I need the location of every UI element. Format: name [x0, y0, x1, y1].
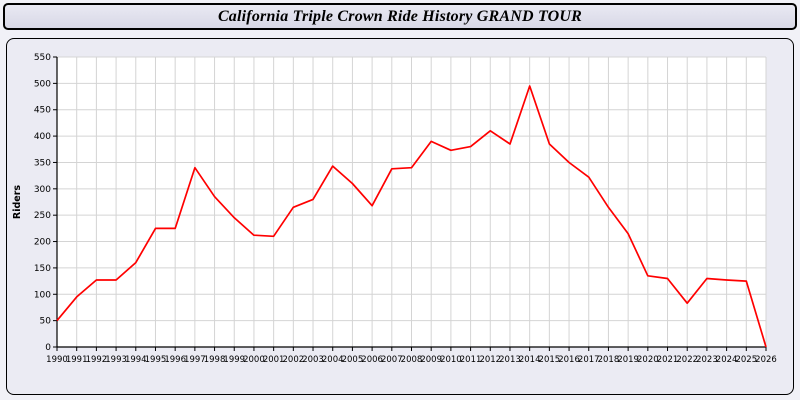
svg-text:2006: 2006	[361, 355, 383, 365]
svg-text:2005: 2005	[342, 355, 364, 365]
svg-text:2020: 2020	[637, 355, 659, 365]
svg-text:1991: 1991	[66, 355, 88, 365]
svg-text:0: 0	[45, 343, 51, 353]
svg-text:1996: 1996	[164, 355, 186, 365]
svg-text:1998: 1998	[204, 355, 226, 365]
svg-text:2001: 2001	[263, 355, 285, 365]
riders-line-chart: 0501001502002503003504004505005501990199…	[12, 53, 777, 365]
svg-text:400: 400	[34, 132, 51, 142]
svg-text:2026: 2026	[755, 355, 777, 365]
svg-text:2022: 2022	[676, 355, 698, 365]
svg-text:2002: 2002	[283, 355, 305, 365]
svg-text:2010: 2010	[440, 355, 462, 365]
svg-text:1994: 1994	[125, 355, 147, 365]
svg-text:100: 100	[34, 290, 51, 300]
svg-text:1992: 1992	[86, 355, 108, 365]
svg-text:2004: 2004	[322, 355, 344, 365]
svg-text:2013: 2013	[499, 355, 521, 365]
svg-text:1999: 1999	[223, 355, 245, 365]
svg-text:2000: 2000	[243, 355, 265, 365]
svg-text:200: 200	[34, 238, 51, 248]
svg-text:2009: 2009	[420, 355, 442, 365]
svg-text:1990: 1990	[46, 355, 68, 365]
svg-text:Riders: Riders	[12, 185, 23, 220]
svg-text:1997: 1997	[184, 355, 206, 365]
svg-text:1995: 1995	[145, 355, 167, 365]
svg-text:150: 150	[34, 264, 51, 274]
svg-text:250: 250	[34, 211, 51, 221]
svg-text:1993: 1993	[105, 355, 127, 365]
svg-text:500: 500	[34, 79, 51, 89]
svg-text:2015: 2015	[539, 355, 561, 365]
svg-text:2007: 2007	[381, 355, 403, 365]
svg-text:2014: 2014	[519, 355, 541, 365]
svg-text:550: 550	[34, 53, 51, 63]
svg-text:2023: 2023	[696, 355, 718, 365]
svg-text:2019: 2019	[617, 355, 639, 365]
svg-text:2018: 2018	[598, 355, 620, 365]
svg-text:2008: 2008	[401, 355, 423, 365]
svg-text:450: 450	[34, 106, 51, 116]
svg-text:50: 50	[40, 317, 52, 327]
chart-title-bar: California Triple Crown Ride History GRA…	[3, 3, 797, 30]
svg-text:2021: 2021	[657, 355, 679, 365]
svg-text:2012: 2012	[479, 355, 501, 365]
svg-text:2025: 2025	[735, 355, 757, 365]
svg-text:2017: 2017	[578, 355, 600, 365]
svg-text:2024: 2024	[716, 355, 738, 365]
svg-text:2016: 2016	[558, 355, 580, 365]
svg-text:2011: 2011	[460, 355, 482, 365]
svg-text:350: 350	[34, 158, 51, 168]
page-title: California Triple Crown Ride History GRA…	[217, 7, 583, 25]
chart-panel: 0 50 100 150 200 250 300 350 400 450 500 550 1990 199…	[6, 38, 794, 395]
svg-text:2003: 2003	[302, 355, 324, 365]
svg-text:300: 300	[34, 185, 51, 195]
